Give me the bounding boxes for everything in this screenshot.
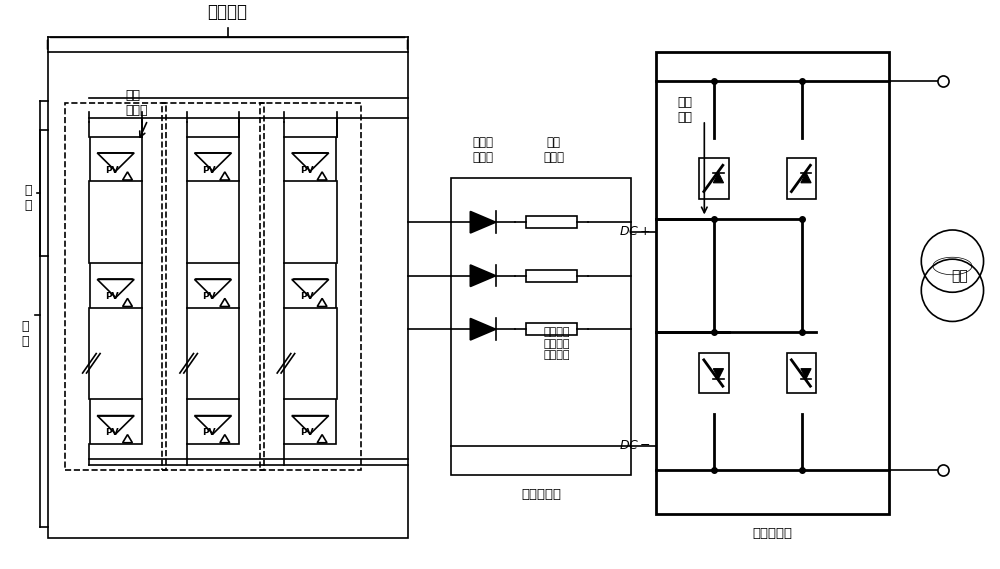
Text: $DC-$: $DC-$: [619, 439, 651, 452]
Text: PV: PV: [105, 292, 119, 301]
Bar: [787, 353, 816, 393]
Text: PV: PV: [300, 166, 313, 175]
Text: 组
件: 组 件: [24, 184, 32, 212]
Text: PV: PV: [300, 428, 313, 437]
Bar: [187, 399, 239, 444]
Polygon shape: [801, 172, 811, 183]
Bar: [90, 137, 142, 181]
Bar: [162, 102, 264, 471]
Bar: [787, 158, 816, 199]
Text: PV: PV: [202, 166, 216, 175]
Text: 并网逆变器: 并网逆变器: [752, 527, 792, 540]
Text: 防雷保护
状态监测
故障诊断: 防雷保护 状态监测 故障诊断: [544, 327, 570, 360]
Bar: [187, 137, 239, 181]
Bar: [284, 137, 336, 181]
Text: PV: PV: [105, 166, 119, 175]
Bar: [699, 353, 729, 393]
Bar: [284, 263, 336, 308]
Text: 直流汇流箱: 直流汇流箱: [521, 488, 561, 501]
Bar: [260, 102, 361, 471]
Text: PV: PV: [202, 428, 216, 437]
Text: PV: PV: [105, 428, 119, 437]
Text: 光伏阵列: 光伏阵列: [208, 3, 248, 21]
Text: 组
串: 组 串: [21, 320, 29, 348]
Bar: [90, 399, 142, 444]
Bar: [187, 263, 239, 308]
Text: $DC+$: $DC+$: [619, 225, 651, 238]
Text: 直流
熔断器: 直流 熔断器: [543, 136, 564, 164]
Bar: [526, 216, 577, 228]
Text: 电网: 电网: [951, 269, 968, 283]
Text: 直流
母线: 直流 母线: [677, 96, 692, 123]
Text: PV: PV: [202, 292, 216, 301]
Polygon shape: [470, 319, 496, 340]
Text: 防逆流
二极管: 防逆流 二极管: [472, 136, 493, 164]
Bar: [284, 399, 336, 444]
Polygon shape: [713, 172, 724, 183]
Bar: [451, 179, 631, 475]
Bar: [526, 323, 577, 335]
Bar: [699, 158, 729, 199]
Text: PV: PV: [300, 292, 313, 301]
Polygon shape: [713, 369, 724, 379]
Bar: [526, 270, 577, 282]
Bar: [90, 263, 142, 308]
Polygon shape: [801, 369, 811, 379]
Bar: [48, 52, 408, 538]
Bar: [65, 102, 166, 471]
Polygon shape: [470, 265, 496, 286]
Text: 旁路
二极管: 旁路 二极管: [125, 89, 148, 117]
Polygon shape: [470, 212, 496, 233]
Bar: [656, 52, 889, 514]
